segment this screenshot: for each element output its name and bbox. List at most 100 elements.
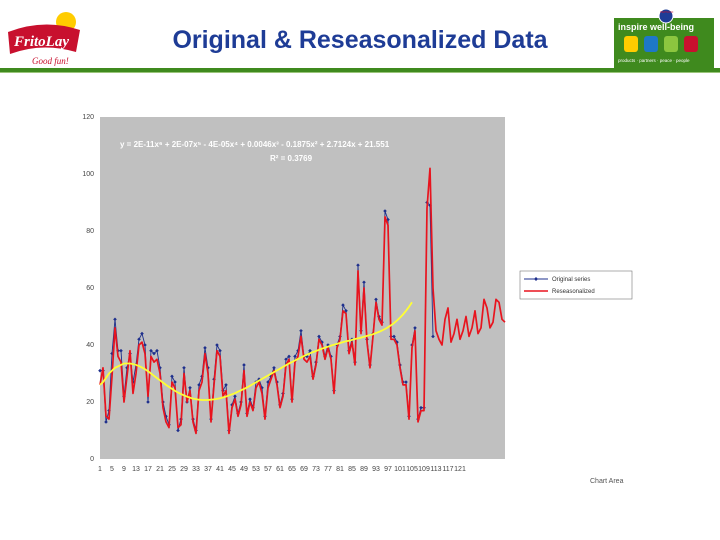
- y-axis: 0 20 40 60 80 100 120: [82, 114, 94, 463]
- original-point: [137, 337, 141, 342]
- original-point: [188, 385, 192, 390]
- series-line-trend: [99, 301, 413, 401]
- logo-peace-icon: [664, 36, 678, 52]
- legend-label-reseasonalized: Reseasonalized: [552, 289, 595, 295]
- original-point: [266, 380, 270, 384]
- x-tick-label: 41: [216, 466, 224, 473]
- trendline-equation: y = 2E-11x⁶ + 2E-07x⁵ - 4E-05x⁴ + 0.0046…: [120, 140, 390, 149]
- original-point: [98, 368, 102, 373]
- original-point: [143, 343, 147, 347]
- original-point: [392, 334, 396, 339]
- x-tick-label: 105: [406, 466, 418, 473]
- original-point: [404, 380, 408, 384]
- original-point: [170, 374, 174, 379]
- original-point: [173, 380, 177, 384]
- original-point: [197, 383, 201, 387]
- x-tick-label: 69: [300, 466, 308, 473]
- x-tick-label: 113: [430, 466, 441, 473]
- plot-area: [100, 117, 505, 459]
- inspire-wellbeing-logo: PEPSICO inspire well-being products · pa…: [614, 8, 714, 68]
- x-tick-label: 97: [384, 466, 392, 473]
- original-point: [113, 317, 117, 322]
- logo-top-text: PEPSICO: [660, 10, 674, 14]
- x-tick-label: 109: [418, 466, 430, 473]
- original-point: [152, 351, 156, 356]
- x-tick-label: 45: [228, 466, 236, 473]
- original-point: [248, 397, 252, 401]
- logo-people-icon: [684, 36, 698, 52]
- logo-product-icon: [624, 36, 638, 52]
- logo-brand-text: FritoLay: [13, 34, 69, 50]
- legend-label-original: Original series: [552, 277, 590, 283]
- logo-banner-icon: [8, 24, 80, 54]
- original-point: [224, 383, 228, 387]
- x-tick-label: 21: [156, 466, 164, 473]
- original-point: [176, 428, 180, 433]
- legend-marker-original: [534, 277, 538, 281]
- pepsi-globe-icon: [658, 8, 674, 24]
- x-tick-label: 89: [360, 466, 368, 473]
- original-point: [149, 348, 153, 353]
- original-point: [341, 303, 345, 307]
- original-point: [242, 363, 246, 367]
- original-point: [320, 340, 324, 344]
- original-point: [317, 334, 321, 339]
- x-tick-label: 101: [394, 466, 406, 473]
- original-point: [344, 309, 348, 313]
- legend-box: [519, 270, 633, 300]
- y-tick-label: 20: [86, 399, 94, 406]
- original-point: [374, 297, 378, 302]
- header-rule-thin: [0, 72, 720, 73]
- y-tick-label: 0: [90, 456, 94, 463]
- line-chart: 0 20 40 60 80 100 120 1 5 9 13 17 21 25 29 33 37 41 45 49 5…: [82, 114, 633, 473]
- original-point: [419, 405, 423, 410]
- original-point: [218, 348, 222, 353]
- original-point: [182, 366, 186, 370]
- x-tick-label: 25: [168, 466, 176, 473]
- x-tick-label: 57: [264, 466, 272, 473]
- x-tick-label: 85: [348, 466, 356, 473]
- x-tick-label: 49: [240, 466, 248, 473]
- original-point: [293, 354, 297, 359]
- x-tick-label: 33: [192, 466, 200, 473]
- x-tick-label: 61: [276, 466, 284, 473]
- original-point: [413, 326, 417, 330]
- original-point: [110, 351, 114, 356]
- original-point: [299, 328, 303, 333]
- original-point: [284, 357, 288, 362]
- y-tick-label: 100: [82, 171, 94, 178]
- original-point: [125, 366, 129, 370]
- x-tick-label: 37: [204, 466, 212, 473]
- chart-area-label: Chart Area: [590, 478, 624, 485]
- x-tick-label: 121: [454, 466, 466, 473]
- original-point: [356, 263, 360, 267]
- x-tick-label: 17: [144, 466, 152, 473]
- header-rule: [0, 68, 720, 72]
- x-tick-label: 81: [336, 466, 344, 473]
- x-tick-label: 29: [180, 466, 188, 473]
- original-point: [119, 348, 123, 353]
- original-point: [146, 400, 150, 404]
- y-tick-label: 80: [86, 228, 94, 235]
- x-tick-label: 1: [98, 466, 102, 473]
- x-tick-label: 13: [132, 466, 140, 473]
- trendline-r-squared: R² = 0.3769: [270, 154, 313, 163]
- y-tick-label: 40: [86, 342, 94, 349]
- original-point: [215, 343, 219, 347]
- original-point: [155, 348, 159, 353]
- original-point: [233, 394, 237, 399]
- logo-sub-text: products · partners · peace · people: [618, 58, 690, 63]
- logo-partner-icon: [644, 36, 658, 52]
- x-tick-label: 73: [312, 466, 320, 473]
- original-point: [104, 420, 108, 424]
- x-tick-label: 117: [442, 466, 453, 473]
- series-layer: [98, 167, 506, 435]
- y-tick-label: 120: [82, 114, 94, 121]
- x-axis: 1 5 9 13 17 21 25 29 33 37 41 45 49 53 57 61 65 69 73 77 81 8…: [98, 466, 466, 473]
- legend: Original series Reseasonalized: [519, 270, 633, 300]
- original-point: [431, 334, 435, 339]
- x-tick-label: 53: [252, 466, 260, 473]
- original-point: [308, 348, 312, 353]
- original-point: [362, 280, 366, 285]
- original-point: [395, 340, 399, 344]
